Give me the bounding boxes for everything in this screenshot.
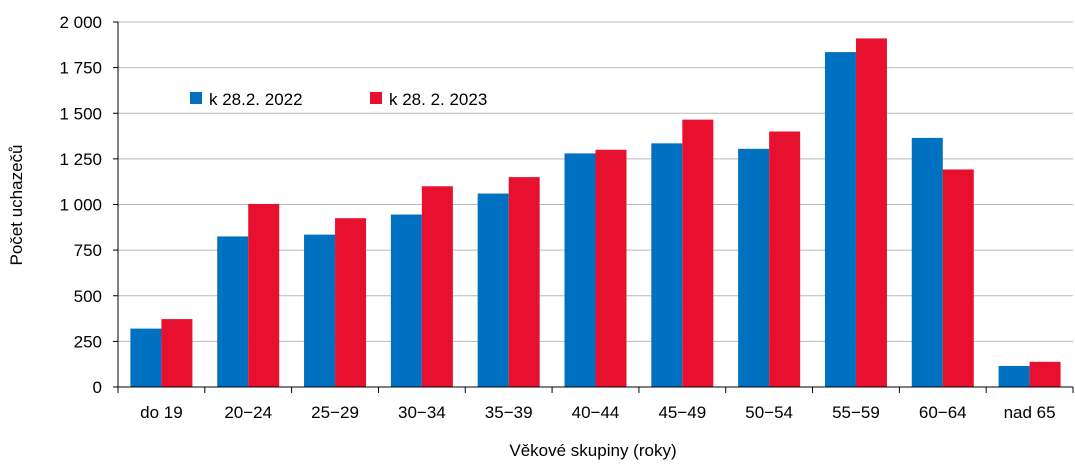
bar-2023 xyxy=(248,203,280,387)
bar-2023 xyxy=(421,186,453,387)
bar-2022 xyxy=(304,234,336,387)
axes xyxy=(113,21,1074,393)
y-tick-label: 750 xyxy=(74,241,102,260)
x-tick-label: 55−59 xyxy=(832,403,880,422)
bar-2022 xyxy=(390,214,422,387)
y-tick-label: 0 xyxy=(93,378,102,397)
x-tick-label: nad 65 xyxy=(1004,403,1056,422)
x-tick-label: 60−64 xyxy=(919,403,967,422)
y-tick-label: 1 000 xyxy=(59,196,102,215)
x-tick-labels: do 19 20−24 25−29 30−34 35−39 40−44 45−49 50−54… xyxy=(140,403,1055,422)
bar-2023 xyxy=(1029,361,1061,387)
bar-2023 xyxy=(161,319,193,387)
x-axis-title: Věkové skupiny (roky) xyxy=(509,441,676,460)
y-tick-label: 250 xyxy=(74,332,102,351)
y-tick-label: 500 xyxy=(74,287,102,306)
bar-2022 xyxy=(564,153,596,387)
bar-2022 xyxy=(477,193,509,387)
bar-2023 xyxy=(508,177,540,387)
legend-label-2023: k 28. 2. 2023 xyxy=(389,90,487,109)
x-tick-label: 40−44 xyxy=(572,403,620,422)
bar-2023 xyxy=(595,149,627,387)
x-tick-label: 30−34 xyxy=(398,403,446,422)
bar-2022 xyxy=(217,236,249,387)
bar-2022 xyxy=(911,137,943,387)
legend: k 28.2. 2022 k 28. 2. 2023 xyxy=(190,90,487,109)
x-tick-label: 25−29 xyxy=(311,403,359,422)
y-tick-label: 2 000 xyxy=(59,13,102,32)
y-axis-title: Počet uchazečů xyxy=(7,145,26,266)
bar-2023 xyxy=(682,119,714,387)
bar-2022 xyxy=(998,366,1030,387)
x-tick-label: 45−49 xyxy=(658,403,706,422)
legend-swatch-2023 xyxy=(370,92,382,104)
bar-2023 xyxy=(769,131,801,387)
bar-2022 xyxy=(824,52,856,388)
legend-swatch-2022 xyxy=(190,92,202,104)
bars-group xyxy=(130,38,1061,388)
bar-2023 xyxy=(335,218,367,387)
bar-2023 xyxy=(942,169,974,387)
legend-label-2022: k 28.2. 2022 xyxy=(209,90,303,109)
x-tick-label: 35−39 xyxy=(485,403,533,422)
bar-2023 xyxy=(855,38,887,388)
y-tick-label: 1 500 xyxy=(59,104,102,123)
x-tick-label: 20−24 xyxy=(224,403,272,422)
y-tick-labels: 0 250 500 750 1 000 1 250 1 500 1 750 2 000 xyxy=(59,13,102,397)
bar-2022 xyxy=(651,143,683,387)
bar-2022 xyxy=(130,328,162,387)
y-tick-label: 1 250 xyxy=(59,150,102,169)
x-tick-label: do 19 xyxy=(140,403,183,422)
y-tick-label: 1 750 xyxy=(59,59,102,78)
x-tick-label: 50−54 xyxy=(745,403,793,422)
bar-2022 xyxy=(738,148,770,387)
